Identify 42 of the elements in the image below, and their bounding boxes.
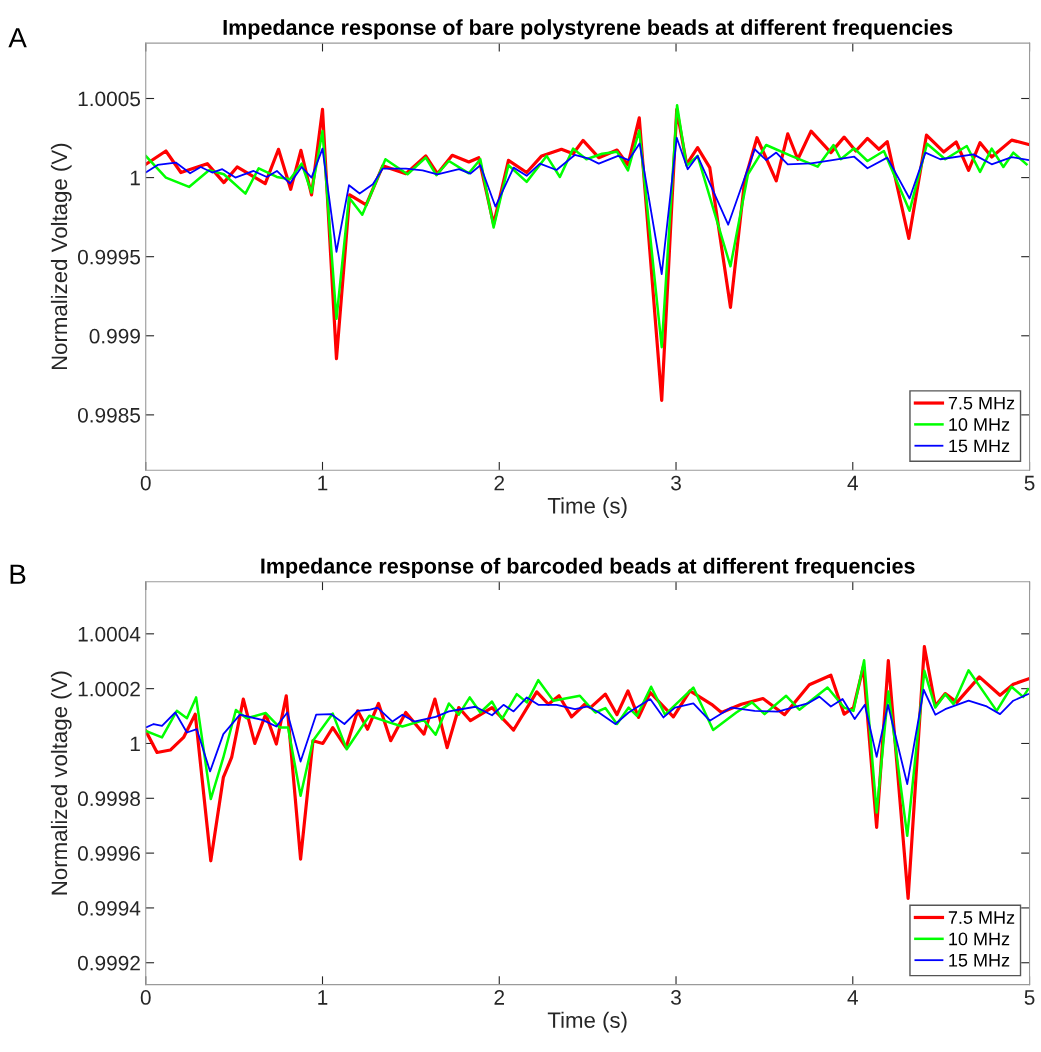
line-series bbox=[145, 688, 1030, 785]
y-tick-label: 0.9995 bbox=[77, 249, 141, 265]
x-tick-label: 1 bbox=[318, 475, 328, 491]
legend-label: 15 MHz bbox=[949, 954, 1010, 967]
x-tick-label: 5 bbox=[1024, 475, 1035, 491]
chart-title: Impedance response of barcoded beads at different frequencies bbox=[261, 557, 915, 578]
text: A bbox=[8, 28, 27, 48]
legend-label: 7.5 MHz bbox=[948, 911, 1015, 924]
legend-label: 10 MHz bbox=[949, 932, 1010, 946]
y-tick-label: 1 bbox=[130, 736, 140, 752]
x-tick-label: 5 bbox=[1024, 990, 1035, 1005]
y-tick-label: 1 bbox=[130, 170, 140, 186]
legend-label: 7.5 MHz bbox=[948, 396, 1015, 410]
chart-title: Impedance response of bare polystyrene beads at different frequencies bbox=[223, 19, 953, 40]
line-series bbox=[145, 658, 1030, 838]
y-tick-label: 0.9992 bbox=[77, 955, 140, 971]
x-tick-label: 3 bbox=[671, 990, 681, 1005]
x-axis-title: Time (s) bbox=[547, 1011, 627, 1033]
y-axis-title: Normalized voltage (V) bbox=[50, 671, 72, 895]
line-series bbox=[145, 103, 1028, 349]
legend-label: 15 MHz bbox=[949, 439, 1010, 453]
text: B bbox=[10, 564, 26, 584]
x-axis-title: Time (s) bbox=[547, 497, 627, 519]
x-tick-label: 4 bbox=[847, 990, 858, 1005]
y-tick-label: 1.0005 bbox=[78, 91, 141, 107]
y-tick-label: 0.9996 bbox=[77, 846, 140, 861]
x-tick-label: 2 bbox=[494, 475, 505, 491]
y-tick-label: 0.9998 bbox=[77, 791, 140, 807]
x-tick-label: 2 bbox=[494, 990, 505, 1005]
y-tick-label: 0.999 bbox=[89, 328, 140, 344]
y-tick-label: 1.0002 bbox=[78, 681, 140, 697]
x-tick-label: 1 bbox=[318, 990, 328, 1005]
x-tick-label: 3 bbox=[671, 475, 681, 491]
y-tick-label: 0.9985 bbox=[77, 407, 141, 423]
x-tick-label: 0 bbox=[140, 475, 151, 491]
legend-label: 10 MHz bbox=[949, 418, 1010, 431]
x-tick-label: 4 bbox=[847, 475, 858, 491]
line-series bbox=[145, 136, 1030, 275]
x-tick-label: 0 bbox=[140, 990, 151, 1005]
y-axis-title: Normalized Voltage (V) bbox=[50, 143, 72, 370]
y-tick-label: 0.9994 bbox=[77, 900, 141, 916]
y-tick-label: 1.0004 bbox=[78, 626, 141, 642]
